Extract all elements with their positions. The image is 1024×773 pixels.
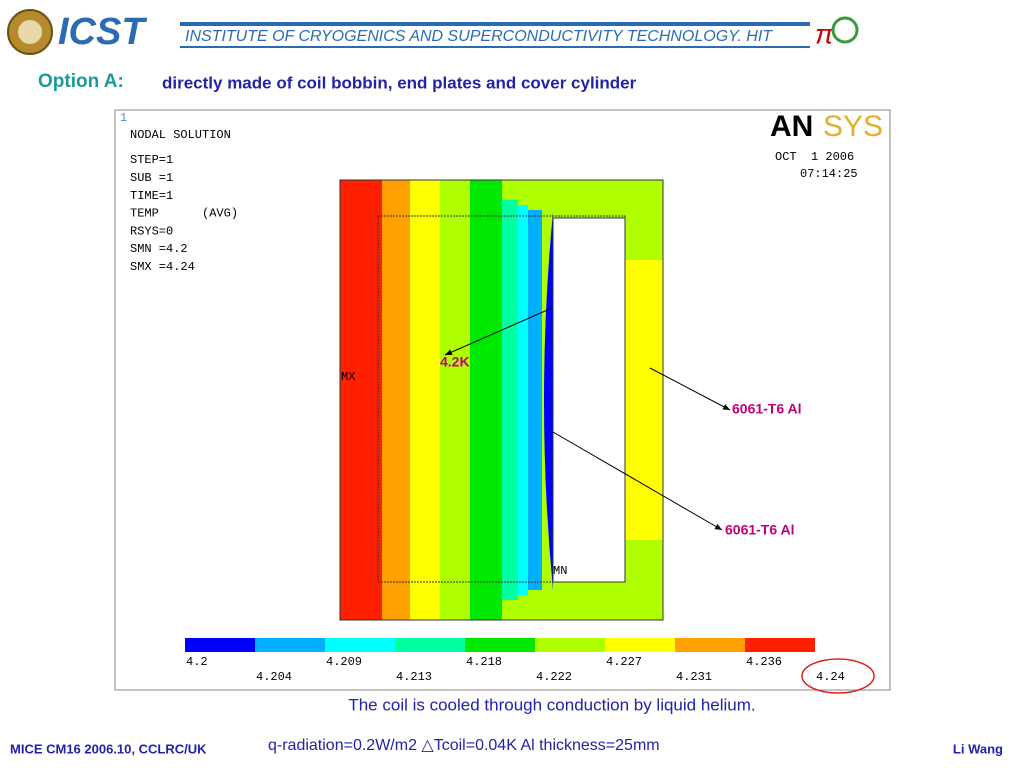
arrow	[649, 367, 731, 411]
ansys-an: AN	[770, 110, 813, 143]
contour-band	[470, 180, 502, 620]
contour-band	[440, 180, 470, 620]
contour: MX MN	[339, 179, 664, 621]
plot-heading: NODAL SOLUTION	[130, 128, 231, 142]
legend-label: 4.236	[746, 655, 782, 669]
min-marker: MN	[553, 564, 567, 578]
legend-swatch	[535, 638, 605, 652]
footer-left: MICE CM16 2006.10, CCLRC/UK	[10, 741, 207, 756]
coil-void	[552, 217, 626, 583]
emblem-inner	[18, 20, 42, 44]
banner-line	[180, 46, 810, 48]
color-legend: 4.2 4.204 4.209 4.213 4.218 4.222 4.227 4.231 4.…	[185, 638, 845, 684]
footer-right: Li Wang	[953, 741, 1003, 756]
institute: INSTITUTE OF CRYOGENICS AND SUPERCONDUCT…	[185, 28, 773, 45]
logo: ICST	[58, 11, 147, 53]
arrow	[552, 431, 723, 531]
legend-label: 4.227	[606, 655, 642, 669]
legend-label: 4.222	[536, 670, 572, 684]
legend-swatch	[605, 638, 675, 652]
legend-label: 4.231	[676, 670, 712, 684]
contour-band	[340, 180, 382, 620]
banner-line	[180, 22, 810, 26]
legend-swatch	[185, 638, 255, 652]
contour-band	[382, 180, 410, 620]
info-line: SUB =1	[130, 171, 173, 185]
inner-outline	[377, 215, 626, 583]
highlight-circle	[801, 658, 875, 694]
plot-info: STEP=1 SUB =1 TIME=1 TEMP (AVG) RSYS=0 SMN =4…	[130, 153, 238, 274]
annotation: 6061-T6 Al	[732, 401, 802, 417]
arrow	[444, 307, 553, 356]
title-label: Option A:	[38, 71, 124, 92]
contour-band	[544, 212, 553, 590]
contour-band	[625, 260, 663, 540]
right-logo	[831, 16, 859, 44]
legend-swatch	[255, 638, 325, 652]
info-line: SMN =4.2	[130, 242, 188, 256]
contour-band	[502, 200, 518, 600]
info-line: SMX =4.24	[130, 260, 195, 274]
window-number: 1	[120, 111, 127, 125]
info-line: TIME=1	[130, 189, 173, 203]
info-line: RSYS=0	[130, 224, 173, 238]
plot-time: 07:14:25	[800, 167, 858, 181]
contour-band	[518, 205, 528, 595]
legend-swatch	[465, 638, 535, 652]
legend-swatch	[745, 638, 815, 652]
legend-swatch	[395, 638, 465, 652]
legend-label: 4.213	[396, 670, 432, 684]
annotation: 4.2K	[440, 354, 470, 370]
caption: The coil is cooled through conduction by…	[348, 695, 755, 714]
max-marker: MX	[341, 370, 355, 384]
legend-label: 4.24	[816, 670, 845, 684]
legend-label: 4.2	[186, 655, 208, 669]
contour-band	[528, 210, 542, 590]
plot-date: OCT 1 2006	[775, 150, 854, 164]
legend-label: 4.204	[256, 670, 292, 684]
legend-swatch	[675, 638, 745, 652]
header: ICST INSTITUTE OF CRYOGENICS AND SUPERCO…	[7, 9, 859, 55]
info-line: TEMP (AVG)	[130, 207, 238, 221]
footer-center: q-radiation=0.2W/m2 △Tcoil=0.04K Al thic…	[268, 737, 660, 754]
legend-label: 4.218	[466, 655, 502, 669]
title: directly made of coil bobbin, end plates…	[162, 73, 637, 92]
info-line: STEP=1	[130, 153, 173, 167]
annotation: 6061-T6 Al	[725, 522, 795, 538]
outer-outline	[339, 179, 664, 621]
legend-swatch	[325, 638, 395, 652]
legend-label: 4.209	[326, 655, 362, 669]
ansys-sys: SYS	[823, 110, 883, 143]
pi-logo: π	[815, 18, 835, 49]
contour-band	[410, 180, 440, 620]
